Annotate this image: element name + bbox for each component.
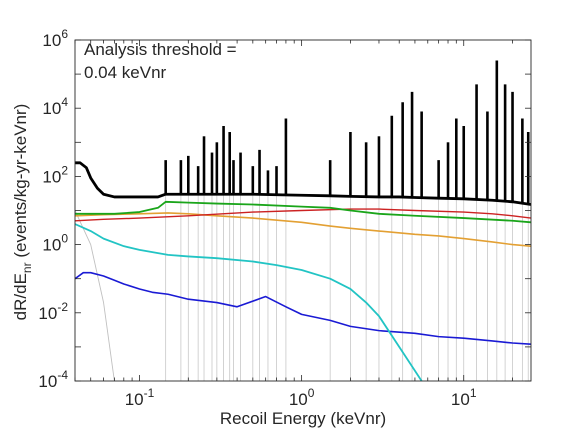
y-tick-label: 106: [42, 27, 68, 50]
series-line-6: [75, 271, 531, 345]
y-tick-label: 10-4: [38, 368, 68, 391]
annotation-line-2: 0.04 keVnr: [84, 63, 167, 82]
y-tick-label: 104: [42, 95, 68, 118]
series-line-3: [75, 200, 531, 224]
y-axis-label-sub: nr: [20, 262, 34, 273]
ticks-layer: 10-1 100 101 10-4 10-2 100 102 104 106: [38, 27, 531, 409]
x-tick-label: 10-1: [125, 386, 155, 409]
x-tick-label: 100: [289, 386, 315, 409]
annotation: Analysis threshold = 0.04 keVnr: [84, 40, 237, 82]
series-line-2: [75, 208, 531, 222]
annotation-line-1: Analysis threshold =: [84, 40, 237, 59]
series-line-5: [75, 223, 423, 381]
y-tick-label: 100: [42, 232, 68, 255]
y-axis-label-main: dR/dE: [11, 273, 30, 320]
x-axis-label: Recoil Energy (keVnr): [220, 409, 386, 428]
series-layer: [75, 60, 531, 381]
y-axis-label-rest: (events/kg-yr-keVnr): [11, 104, 30, 263]
x-tick-label: 101: [451, 386, 477, 409]
series-line-4: [75, 212, 531, 247]
y-tick-label: 102: [42, 163, 68, 186]
y-axis-label: dR/dEnr (events/kg-yr-keVnr): [11, 104, 34, 321]
y-tick-label: 10-2: [38, 300, 68, 323]
